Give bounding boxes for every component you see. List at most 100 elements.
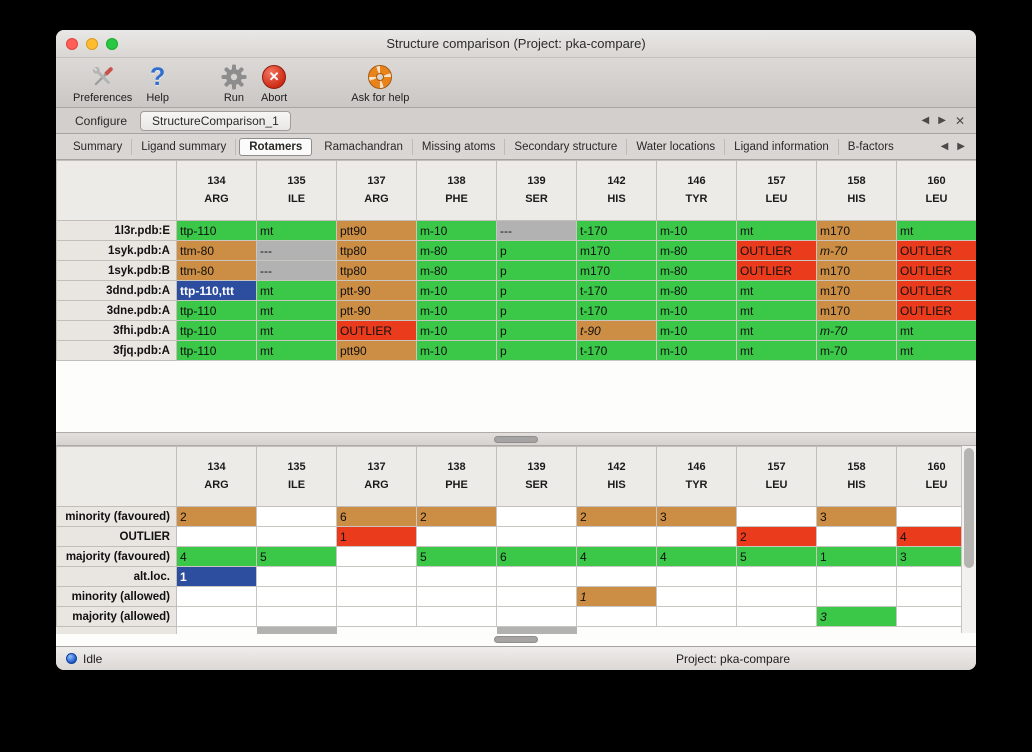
tab-ligand-information[interactable]: Ligand information [725, 138, 839, 155]
data-cell[interactable]: OUTLIER [896, 280, 976, 301]
data-cell[interactable]: ptt90 [336, 340, 417, 361]
tab-rotamers[interactable]: Rotamers [239, 137, 313, 156]
data-cell[interactable]: t-170 [576, 220, 657, 241]
data-cell[interactable]: m-10 [416, 320, 497, 341]
tab-ramachandran[interactable]: Ramachandran [315, 138, 413, 155]
data-cell[interactable]: m170 [816, 300, 897, 321]
data-cell[interactable]: ttp-110 [176, 220, 257, 241]
data-cell[interactable]: m170 [816, 220, 897, 241]
tab-configure[interactable]: Configure [75, 113, 128, 128]
data-cell[interactable]: m170 [816, 280, 897, 301]
data-cell[interactable]: mt [736, 320, 817, 341]
data-cell[interactable]: --- [496, 220, 577, 241]
tab-secondary-structure[interactable]: Secondary structure [505, 138, 628, 155]
tab-missing-atoms[interactable]: Missing atoms [413, 138, 506, 155]
data-cell[interactable]: m-80 [416, 260, 497, 281]
data-cell[interactable]: m170 [816, 260, 897, 281]
data-cell[interactable]: p [496, 340, 577, 361]
data-cell[interactable]: p [496, 260, 577, 281]
minimize-window-button[interactable] [86, 38, 98, 50]
horizontal-scrollbar-thumb[interactable] [494, 636, 538, 643]
data-cell[interactable]: m-10 [416, 340, 497, 361]
data-cell[interactable]: mt [896, 340, 976, 361]
data-cell[interactable]: p [496, 300, 577, 321]
data-cell[interactable]: OUTLIER [896, 300, 976, 321]
data-cell[interactable]: mt [736, 340, 817, 361]
data-cell[interactable]: m-80 [416, 240, 497, 261]
data-cell[interactable]: m-10 [656, 340, 737, 361]
tab-water-locations[interactable]: Water locations [627, 138, 726, 155]
data-cell[interactable]: m-80 [656, 260, 737, 281]
prev-report-tab-icon[interactable]: ◀ [940, 141, 949, 152]
tab-summary[interactable]: Summary [64, 138, 133, 155]
data-cell[interactable]: OUTLIER [896, 240, 976, 261]
data-cell[interactable]: ttp-110 [176, 300, 257, 321]
data-cell[interactable]: ptt-90 [336, 300, 417, 321]
data-cell[interactable]: m-10 [656, 220, 737, 241]
data-cell[interactable]: --- [256, 260, 337, 281]
ask-for-help-button[interactable]: Ask for help [344, 61, 416, 105]
data-cell[interactable]: m-70 [816, 240, 897, 261]
data-cell[interactable]: OUTLIER [896, 260, 976, 281]
vertical-scrollbar-thumb[interactable] [964, 448, 974, 568]
data-cell[interactable]: ttp80 [336, 240, 417, 261]
data-cell[interactable]: mt [896, 320, 976, 341]
data-cell[interactable]: m-10 [416, 220, 497, 241]
data-cell[interactable]: mt [736, 300, 817, 321]
data-cell[interactable]: m-70 [816, 320, 897, 341]
horizontal-scrollbar[interactable] [56, 634, 976, 645]
data-cell[interactable]: ttp80 [336, 260, 417, 281]
splitter-handle-icon[interactable] [494, 435, 538, 443]
data-cell[interactable]: mt [736, 280, 817, 301]
data-cell[interactable]: m-10 [416, 300, 497, 321]
data-cell[interactable]: mt [256, 340, 337, 361]
data-cell[interactable]: m-80 [656, 240, 737, 261]
data-cell[interactable]: mt [896, 220, 976, 241]
data-cell[interactable]: ptt90 [336, 220, 417, 241]
data-cell[interactable]: --- [256, 240, 337, 261]
data-cell[interactable]: ttp-110,ttt [176, 280, 257, 301]
data-cell[interactable]: ttm-80 [176, 240, 257, 261]
run-button[interactable]: Run [214, 61, 254, 105]
data-cell[interactable]: mt [256, 280, 337, 301]
tab-ligand-summary[interactable]: Ligand summary [132, 138, 237, 155]
data-cell[interactable]: p [496, 240, 577, 261]
close-tab-icon[interactable]: ✕ [954, 113, 965, 128]
data-cell[interactable]: t-170 [576, 340, 657, 361]
data-cell[interactable]: ptt-90 [336, 280, 417, 301]
data-cell[interactable]: ttp-110 [176, 340, 257, 361]
tab-b-factors[interactable]: B-factors [847, 140, 894, 153]
data-cell[interactable]: OUTLIER [336, 320, 417, 341]
data-cell[interactable]: m-10 [656, 320, 737, 341]
data-cell[interactable]: t-170 [576, 280, 657, 301]
pane-splitter[interactable] [56, 432, 976, 446]
zoom-window-button[interactable] [106, 38, 118, 50]
preferences-button[interactable]: Preferences [66, 61, 139, 105]
data-cell[interactable]: ttp-110 [176, 320, 257, 341]
data-cell[interactable]: OUTLIER [736, 260, 817, 281]
data-cell[interactable]: m-80 [656, 280, 737, 301]
vertical-scrollbar[interactable] [961, 446, 976, 633]
data-cell[interactable]: OUTLIER [736, 240, 817, 261]
help-button[interactable]: ? Help [139, 61, 176, 105]
close-window-button[interactable] [66, 38, 78, 50]
next-tab-icon[interactable]: ▶ [938, 115, 946, 126]
data-cell[interactable]: mt [256, 320, 337, 341]
data-cell[interactable]: m170 [576, 240, 657, 261]
data-cell[interactable]: ttm-80 [176, 260, 257, 281]
data-cell[interactable]: m170 [576, 260, 657, 281]
data-cell[interactable]: m-10 [656, 300, 737, 321]
tab-structurecomparison-1[interactable]: StructureComparison_1 [140, 110, 291, 131]
abort-button[interactable]: ✕ Abort [254, 61, 294, 105]
data-cell[interactable]: m-70 [816, 340, 897, 361]
data-cell[interactable]: mt [736, 220, 817, 241]
data-cell[interactable]: t-170 [576, 300, 657, 321]
data-cell[interactable]: mt [256, 300, 337, 321]
data-cell[interactable]: t-90 [576, 320, 657, 341]
data-cell[interactable]: p [496, 280, 577, 301]
next-report-tab-icon[interactable]: ▶ [957, 141, 965, 152]
data-cell[interactable]: p [496, 320, 577, 341]
prev-tab-icon[interactable]: ◀ [921, 115, 930, 126]
data-cell[interactable]: mt [256, 220, 337, 241]
data-cell[interactable]: m-10 [416, 280, 497, 301]
